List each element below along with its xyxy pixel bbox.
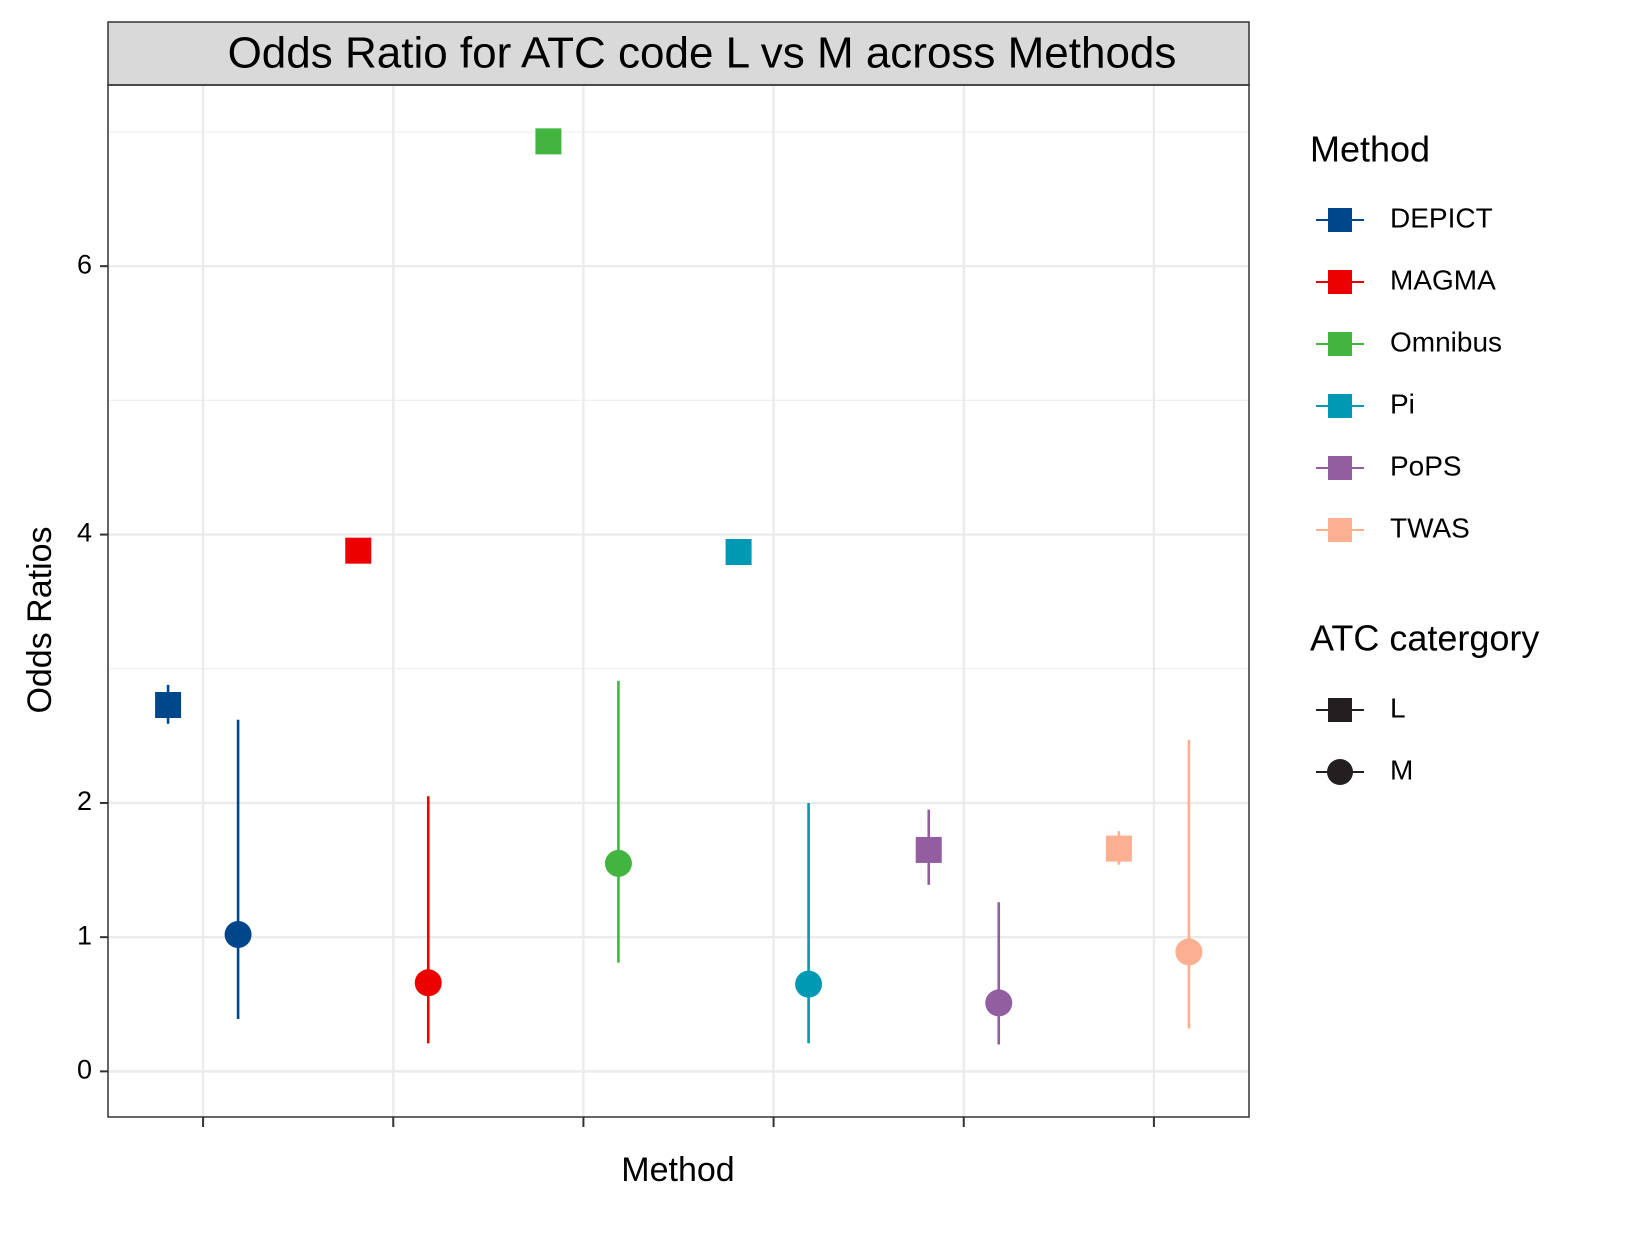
point [1328,270,1352,294]
point [224,920,252,948]
legend-label: MAGMA [1390,264,1496,295]
point [1328,518,1352,542]
panel [108,85,1249,1117]
title-strip [107,21,1250,86]
point [345,537,372,564]
point [1328,208,1352,232]
y-tick-label: 4 [77,518,92,548]
point [1328,698,1352,722]
legend-label: DEPICT [1390,202,1493,233]
y-tick-label: 2 [77,786,92,816]
chart-title: Odds Ratio for ATC code L vs M across Me… [228,29,1177,78]
point [1175,938,1203,966]
point [725,539,752,566]
x-axis-label: Method [621,1151,734,1189]
point [1328,394,1352,418]
y-tick-label: 1 [77,920,92,950]
legend-label: Omnibus [1390,326,1502,357]
legend-title: ATC catergory [1310,618,1539,659]
legend-label: L [1390,692,1406,723]
plot-area [108,85,1249,1117]
point [915,836,942,863]
point [795,970,823,998]
point [1328,332,1352,356]
y-axis-label: Odds Ratios [21,526,59,713]
point [155,692,182,719]
point [535,128,562,155]
point [1105,835,1132,862]
point [414,969,442,997]
legend-label: TWAS [1390,512,1470,543]
point [1328,456,1352,480]
y-tick-label: 0 [77,1054,92,1084]
point [604,849,632,877]
point [985,989,1013,1017]
legend-title: Method [1310,129,1430,170]
point [1327,759,1353,785]
panel-border [107,84,1250,1118]
legend-label: M [1390,754,1413,785]
legend-label: PoPS [1390,450,1462,481]
legend-label: Pi [1390,388,1415,419]
y-tick-label: 6 [77,249,92,279]
